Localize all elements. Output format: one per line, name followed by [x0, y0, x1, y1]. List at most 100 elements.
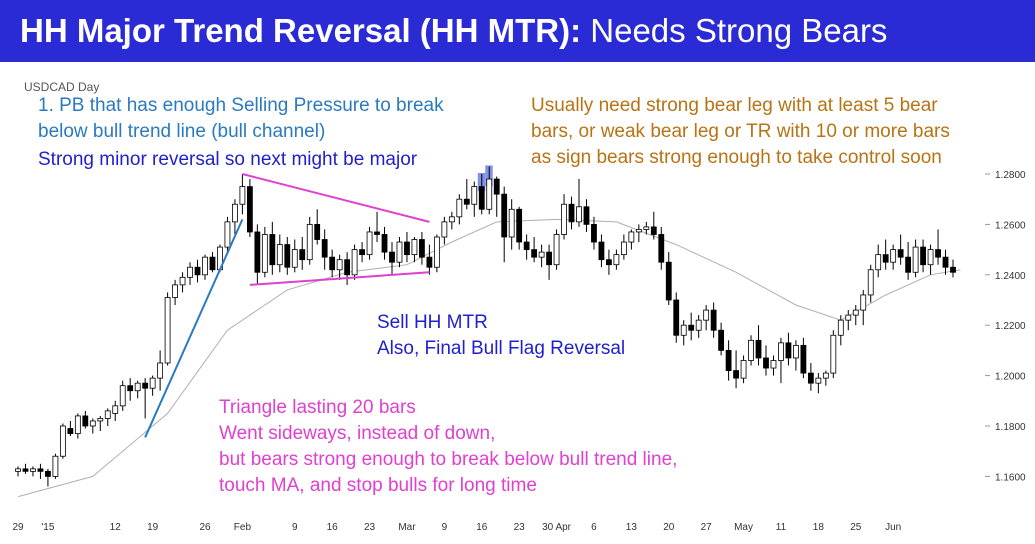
candle [359, 242, 365, 263]
candle [620, 234, 627, 260]
candle-body [254, 231, 261, 273]
candle-body [329, 256, 336, 271]
candle [538, 244, 545, 268]
candle-body [359, 249, 365, 256]
candle [942, 249, 949, 275]
candle-body [785, 342, 792, 359]
candle-body [688, 324, 695, 331]
candle-body [104, 410, 111, 419]
candle-body [770, 360, 777, 369]
candle-body [905, 256, 912, 273]
candle [463, 179, 470, 210]
candle-body [613, 254, 620, 266]
triangle-upper-line [242, 173, 430, 223]
candle [890, 244, 897, 270]
candle [269, 221, 276, 275]
candle-body [740, 360, 747, 379]
candle-body [404, 241, 410, 256]
candle [157, 350, 164, 391]
candle-body [463, 198, 470, 205]
candle-body [187, 266, 193, 278]
candle [531, 237, 538, 263]
candle-body [531, 249, 538, 258]
candle-body [471, 186, 478, 205]
candle-body [845, 314, 852, 321]
candle [45, 468, 51, 487]
sell-annotation: Sell HH MTR Also, Final Bull Flag Revers… [377, 310, 625, 362]
x-axis-tick-label: 23 [514, 522, 526, 533]
bear-leg-line: bars, or weak bear leg or TR with 10 or … [531, 121, 950, 142]
x-axis-tick-label: 12 [110, 522, 122, 533]
x-axis-tick-label: Feb [234, 522, 252, 533]
candle [179, 272, 186, 293]
candle [523, 234, 530, 260]
candle-body [37, 468, 44, 472]
candle-body [246, 186, 253, 233]
candle [778, 337, 784, 384]
title-bold: HH Major Trend Reversal (HH MTR): [20, 12, 582, 49]
candle [673, 292, 680, 343]
candle [837, 315, 844, 346]
x-axis-tick-label: 16 [327, 522, 339, 533]
candle-body [635, 229, 642, 233]
candle [703, 305, 710, 331]
candle [763, 345, 769, 376]
candle [456, 194, 463, 225]
candle [665, 252, 672, 306]
candle-body [119, 385, 126, 407]
candle-body [837, 319, 844, 336]
candle [164, 292, 171, 366]
candle-body [374, 231, 380, 235]
candle-body [15, 468, 21, 472]
candle [291, 239, 298, 273]
candle [561, 194, 567, 240]
candle [239, 174, 246, 215]
candle-body [321, 239, 328, 258]
candle-body [179, 276, 186, 286]
x-axis-tick-label: '15 [41, 522, 54, 533]
title-normal: Needs Strong Bears [590, 12, 888, 49]
candle-body [950, 266, 956, 273]
candle [97, 415, 104, 432]
candle-body [822, 372, 829, 379]
candle [688, 312, 695, 341]
candle-body [800, 344, 807, 374]
candle-body [606, 259, 612, 266]
x-axis-tick-label: 19 [147, 522, 159, 533]
candle-body [89, 420, 96, 427]
candle-body [142, 382, 149, 389]
candle-body [695, 319, 702, 331]
candle-body [97, 418, 104, 422]
candle-body [127, 385, 134, 392]
candle-body [920, 246, 926, 266]
x-axis-tick-label: 9 [442, 522, 448, 533]
sell-annotation-line: Sell HH MTR [377, 312, 488, 333]
candle-body [852, 309, 859, 316]
candle [770, 355, 777, 376]
candle [591, 216, 597, 250]
candle [366, 226, 373, 260]
candle-body [643, 226, 650, 230]
candle [89, 418, 96, 434]
candle [815, 373, 822, 394]
candle-body [830, 334, 837, 374]
candle [321, 229, 328, 270]
triangle-annotation-line: Went sideways, instead of down, [219, 423, 496, 444]
candle [628, 229, 635, 250]
title-bar: HH Major Trend Reversal (HH MTR): Needs … [0, 0, 1035, 62]
candle-body [733, 370, 739, 379]
candle [755, 325, 762, 366]
candle [194, 259, 201, 283]
candle-body [591, 223, 597, 243]
candle [448, 211, 455, 230]
candle [351, 244, 358, 280]
candle-body [433, 236, 440, 268]
candle [740, 355, 747, 384]
candle-body [351, 249, 358, 276]
candle-body [703, 309, 710, 321]
candle [149, 375, 156, 396]
x-axis-tick-label: 23 [364, 522, 376, 533]
candle-body [209, 256, 216, 271]
candle [261, 226, 268, 278]
candle-body [710, 309, 717, 331]
